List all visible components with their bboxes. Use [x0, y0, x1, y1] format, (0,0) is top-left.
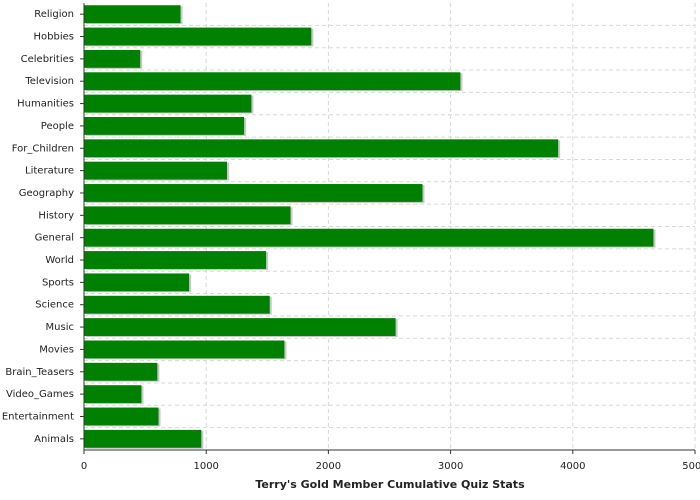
x-tick-label: 0: [81, 461, 87, 472]
bar: [84, 362, 158, 381]
y-tick-label: History: [38, 210, 74, 221]
x-tick-label: 1000: [193, 461, 218, 472]
y-tick-label: Literature: [25, 166, 74, 177]
y-tick-label: Television: [24, 76, 74, 87]
bar: [84, 94, 252, 113]
bar: [84, 139, 559, 158]
bar: [84, 318, 396, 337]
y-tick-label: World: [45, 255, 74, 266]
x-tick-label: 2000: [316, 461, 341, 472]
x-tick-label: 5000: [682, 461, 700, 472]
bar: [84, 429, 202, 448]
bar: [84, 184, 423, 202]
bar: [84, 27, 312, 46]
y-tick-label: Celebrities: [21, 54, 74, 65]
bar: [84, 49, 141, 68]
bar: [84, 72, 461, 91]
y-tick-label: For_Children: [12, 143, 74, 154]
bar: [84, 161, 227, 180]
chart-title: Terry's Gold Member Cumulative Quiz Stat…: [255, 478, 525, 491]
y-tick-label: Video_Games: [6, 389, 74, 400]
y-tick-label: Science: [35, 300, 74, 311]
bar: [84, 116, 245, 135]
y-tick-label: Religion: [34, 9, 74, 20]
bar: [84, 251, 267, 269]
x-tick-label: 3000: [438, 461, 463, 472]
bar: [84, 407, 159, 426]
bar: [84, 206, 291, 225]
y-tick-label: Animals: [34, 434, 74, 445]
bar: [84, 385, 142, 404]
y-tick-label: Hobbies: [34, 32, 74, 43]
y-tick-label: People: [41, 121, 74, 132]
bar: [84, 273, 190, 292]
y-tick-label: Entertainment: [2, 411, 74, 422]
y-tick-label: General: [35, 233, 74, 244]
y-tick-label: Geography: [19, 188, 74, 199]
bar: [84, 295, 270, 314]
y-tick-label: Humanities: [17, 99, 74, 110]
bar: [84, 5, 181, 24]
y-tick-label: Music: [46, 322, 74, 333]
y-tick-label: Brain_Teasers: [5, 367, 74, 378]
x-tick-label: 4000: [560, 461, 585, 472]
y-tick-label: Movies: [39, 344, 74, 355]
bar: [84, 228, 654, 247]
bar: [84, 340, 285, 359]
y-tick-label: Sports: [42, 277, 74, 288]
